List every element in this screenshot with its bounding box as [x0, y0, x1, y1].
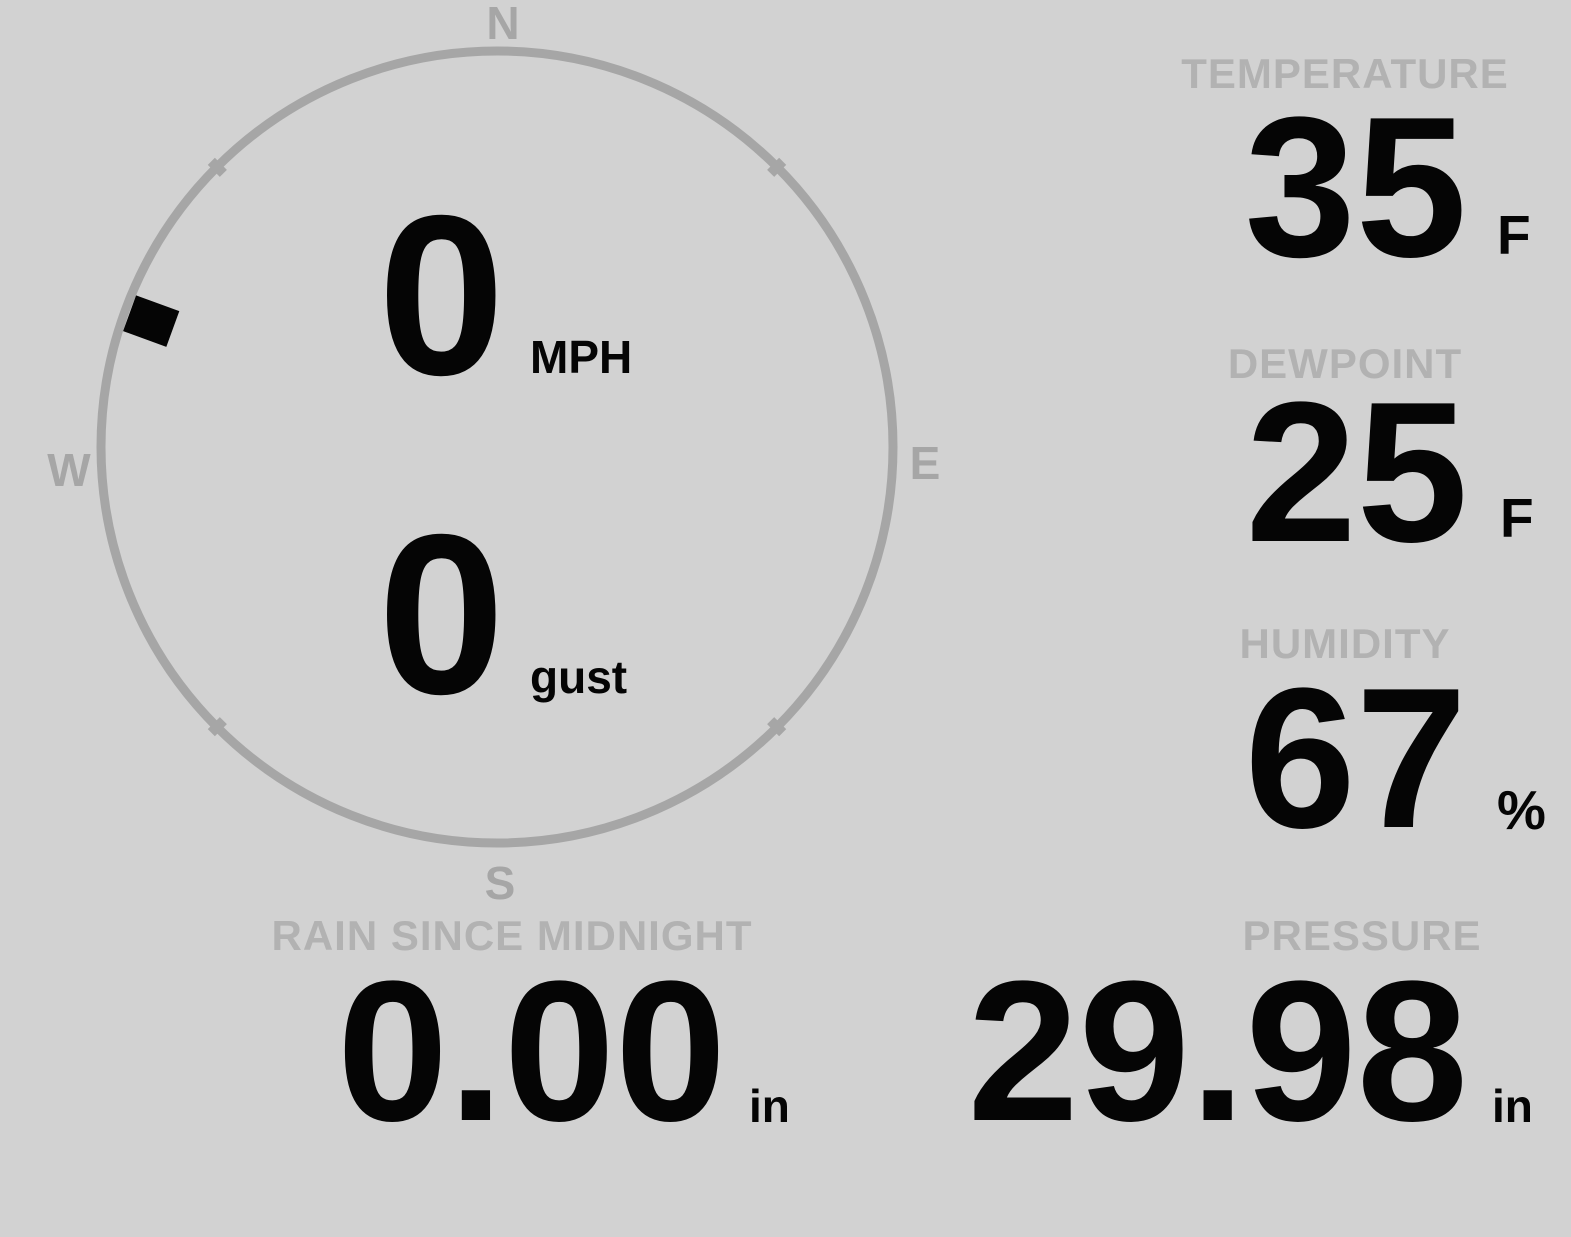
compass-label-west: W: [47, 444, 91, 496]
dewpoint-unit: F: [1500, 487, 1534, 549]
pressure-label: PRESSURE: [1242, 912, 1482, 959]
compass-label-south: S: [484, 857, 516, 909]
temperature-value: 35: [1244, 76, 1467, 299]
compass-tick-sw-icon: [207, 717, 227, 737]
compass-dial-ring: [96, 46, 898, 848]
humidity-label: HUMIDITY: [1239, 620, 1451, 667]
compass-label-east: E: [909, 437, 941, 489]
rain-label: RAIN SINCE MIDNIGHT: [271, 912, 753, 959]
humidity-unit: %: [1497, 779, 1546, 841]
wind-speed-value: 0: [378, 169, 505, 423]
pressure-value: 29.98: [967, 940, 1469, 1163]
wind-speed-unit: MPH: [530, 331, 633, 383]
compass-tick-se-icon: [767, 717, 787, 737]
temperature-unit: F: [1497, 204, 1531, 266]
compass-tick-nw-icon: [207, 157, 227, 177]
wind-gust-value: 0: [378, 488, 505, 742]
humidity-value: 67: [1244, 647, 1467, 870]
rain-unit: in: [749, 1080, 790, 1132]
dewpoint-label: DEWPOINT: [1227, 340, 1463, 387]
pressure-unit: in: [1492, 1080, 1533, 1132]
wind-direction-marker-icon: [123, 295, 180, 347]
wind-compass: [96, 46, 898, 848]
dewpoint-value: 25: [1245, 361, 1468, 584]
temperature-label: TEMPERATURE: [1181, 50, 1509, 97]
wind-gust-unit: gust: [530, 651, 628, 703]
compass-label-north: N: [486, 0, 520, 49]
compass-intercardinal-ticks: [207, 157, 787, 737]
rain-value: 0.00: [337, 940, 727, 1163]
compass-tick-ne-icon: [767, 157, 787, 177]
